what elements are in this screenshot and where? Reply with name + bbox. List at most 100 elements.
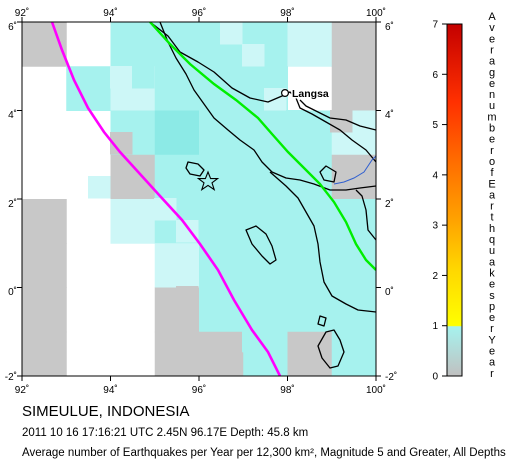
lon-label-bottom: 92˚ [15,384,29,396]
legend-title-letter: u [489,100,495,112]
seismicity-cell [66,66,111,111]
legend-tick-label: 2 [432,271,438,282]
lon-label-top: 96˚ [192,7,206,19]
legend-title-letter: n [489,89,495,101]
lat-label-left: -2˚ [5,371,17,383]
legend-title-letter: f [490,167,494,179]
legend-title-letter: e [489,33,495,45]
seismicity-cell [331,154,376,200]
nias-island [245,225,277,265]
seismicity-cell [243,243,288,288]
lon-labels-top: 92˚ 94˚ 96˚ 98˚ 100˚ [15,7,386,19]
seismicity-subcell [220,22,243,45]
seismicity-subcell [242,330,265,353]
legend-title-letter: a [489,189,496,201]
seismicity-cell [110,199,156,244]
lat-label-right: 0˚ [385,286,394,298]
legend-title-letter: s [489,290,495,302]
legend-title-letter: g [489,67,495,79]
legend-title-letter: t [490,212,493,224]
lon-label-bottom: 98˚ [280,384,294,396]
lat-label-right: 4˚ [385,109,394,121]
legend-title-letter: o [489,156,495,168]
lon-labels-bottom: 92˚ 94˚ 96˚ 98˚ 100˚ [15,384,386,396]
plate-boundary-line [50,22,282,376]
seismicity-cell [110,22,156,67]
legend-tick-label: 0 [432,372,438,383]
caption-event-details: 2011 10 16 17:16:21 UTC 2.45N 96.17E Dep… [22,427,309,439]
map-ticks [17,17,381,381]
legend-title-letter: e [489,346,495,358]
seismicity-cell [243,199,288,244]
seismicity-subcell [242,44,265,67]
legend-tick-label: 5 [432,120,438,131]
lat-label-left: 6˚ [8,21,17,33]
legend-title-letter: r [490,201,494,213]
small-islands-coast [319,165,337,183]
city-label: Langsa [292,88,329,100]
seismicity-subcell [22,352,45,375]
caption-description: Average number of Earthquakes per Year p… [22,447,506,459]
legend-tick-label: 3 [432,221,438,232]
legend-title-letter: e [489,312,495,324]
lon-label-top: 94˚ [103,7,117,19]
lat-label-right: 6˚ [385,21,394,33]
lat-label-left: 2˚ [8,198,17,210]
legend-title-letter: r [490,145,494,157]
legend-title-letter: a [489,256,496,268]
sumatran-fault-line [149,22,376,271]
seismicity-cell [287,331,333,376]
sumatra-coastline-south [159,22,376,191]
legend-title-letter: r [490,44,494,56]
seismicity-subcell [176,330,199,353]
seismicity-cell [154,243,200,288]
legend-title-letter: q [489,234,495,246]
seismicity-cells [22,22,376,376]
seismicity-subcell [110,132,133,155]
peninsula-shore [299,99,376,131]
legend-color-bar [446,23,463,377]
lon-label-top: 100˚ [366,7,386,19]
seismicity-cell [331,243,376,288]
seismicity-cell [154,110,200,156]
legend-title-letter: k [489,267,495,279]
seismicity-cell [243,287,288,333]
seismicity-cell [199,287,244,333]
lon-label-bottom: 96˚ [192,384,206,396]
east-coast-inlet [355,189,376,241]
lat-label-right: -2˚ [385,371,397,383]
legend-ticks: 7 6 5 4 3 2 1 0 [432,20,447,383]
lon-label-top: 98˚ [280,7,294,19]
legend-title-letter: v [489,22,495,34]
legend-tick-label: 6 [432,70,438,81]
seismicity-cell [22,199,67,244]
seismicity-subcell [176,220,199,243]
seismicity-subcell [286,110,309,133]
legend-title-letter: h [489,223,495,235]
lon-label-top: 92˚ [15,7,29,19]
seismicity-subcell [220,352,243,375]
seismicity-cell [243,110,288,156]
legend-title-letter: e [489,78,495,90]
seismicity-subcell [88,176,111,199]
legend-title-letter: e [489,134,495,146]
lat-label-right: 2˚ [385,198,394,210]
legend-title-letter: r [490,323,494,335]
legend-title-letter: r [490,368,494,380]
seismicity-cell [287,287,333,333]
caption-title: SIMEULUE, INDONESIA [22,403,190,420]
legend-title-letter: e [489,279,495,291]
seismicity-cell [287,22,333,67]
seismicity-cell [243,154,288,200]
legend-tick-label: 4 [432,170,438,181]
legend-tick-label: 7 [432,20,438,31]
batu-island [317,329,345,369]
seismicity-cell [22,243,67,288]
seismicity-cell [199,110,244,156]
legend-title-letter: m [487,111,496,123]
seismicity-cell [199,243,244,288]
seismicity-cell [22,287,67,333]
